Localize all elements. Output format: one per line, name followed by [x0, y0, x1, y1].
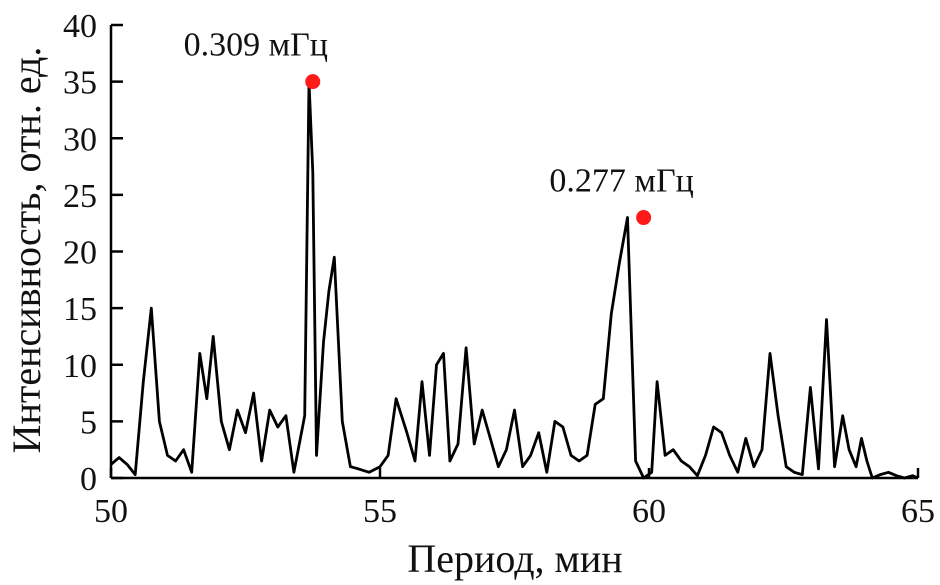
x-axis-label: Период, мин: [407, 536, 622, 581]
peak-marker: [636, 210, 652, 226]
y-tick-label: 20: [63, 235, 97, 272]
y-tick-label: 5: [80, 404, 97, 441]
x-tick-label: 65: [901, 493, 935, 530]
y-tick-label: 10: [63, 348, 97, 385]
y-tick-label: 30: [63, 121, 97, 158]
x-tick-label: 60: [632, 493, 666, 530]
peak-marker: [305, 74, 321, 90]
y-axis-label: Интенсивность, отн. ед.: [4, 47, 49, 454]
y-tick-label: 25: [63, 178, 97, 215]
series-layer: [110, 80, 919, 480]
x-tick-label: 50: [94, 493, 128, 530]
series-line: [110, 80, 919, 480]
y-tick-label: 15: [63, 291, 97, 328]
x-tick-label: 55: [363, 493, 397, 530]
y-tick-label: 35: [63, 65, 97, 102]
ticks: 0 5 10 15 20 25 30 35 40 50 55 60 65: [63, 8, 935, 530]
y-tick-label: 40: [63, 8, 97, 45]
peak-annotation-label: 0.309 мГц: [184, 27, 328, 64]
peak-annotation-label: 0.277 мГц: [549, 163, 693, 200]
annotation-layer: 0.309 мГц 0.277 мГц: [184, 27, 694, 226]
y-tick-label: 0: [80, 461, 97, 498]
